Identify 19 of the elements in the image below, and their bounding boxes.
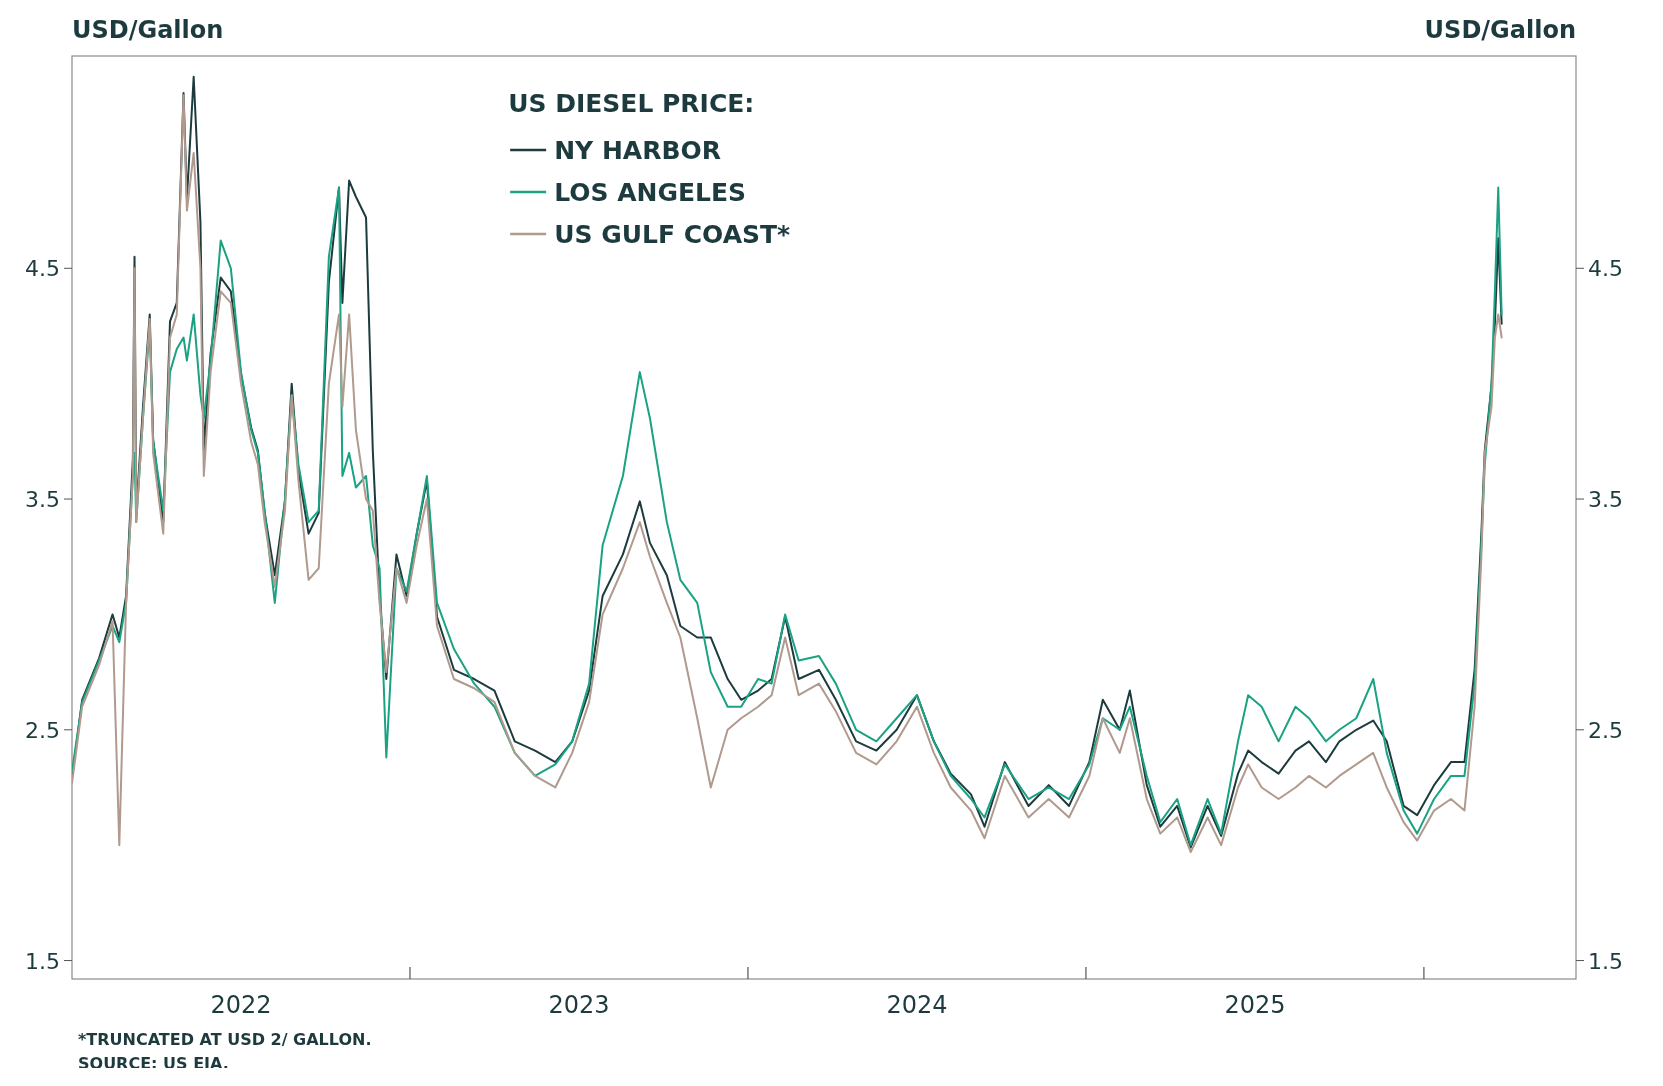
x-tick-label: 2024: [886, 991, 948, 1019]
y-tick-label: 3.5: [25, 487, 60, 513]
y2-axis-title: USD/Gallon: [1424, 16, 1576, 44]
legend-title: US DIESEL PRICE:: [508, 89, 755, 118]
y-tick-label: 2.5: [25, 717, 60, 743]
x-tick-label: 2023: [548, 991, 610, 1019]
y-tick-label: 1.5: [25, 948, 60, 974]
legend-label: US GULF COAST*: [554, 220, 791, 249]
y-axis-title: USD/Gallon: [72, 16, 224, 44]
y-tick-label: 4.5: [25, 256, 60, 282]
y2-tick-label: 2.5: [1588, 717, 1623, 743]
y2-tick-label: 1.5: [1588, 948, 1623, 974]
text: *TRUNCATED AT USD 2/ GALLON.: [78, 1030, 372, 1049]
y2-tick-label: 4.5: [1588, 256, 1623, 282]
x-tick-label: 2022: [210, 991, 272, 1019]
legend-label: NY HARBOR: [554, 136, 721, 165]
x-tick-label: 2025: [1224, 991, 1286, 1019]
y2-tick-label: 3.5: [1588, 487, 1623, 513]
legend-label: LOS ANGELES: [554, 178, 747, 207]
